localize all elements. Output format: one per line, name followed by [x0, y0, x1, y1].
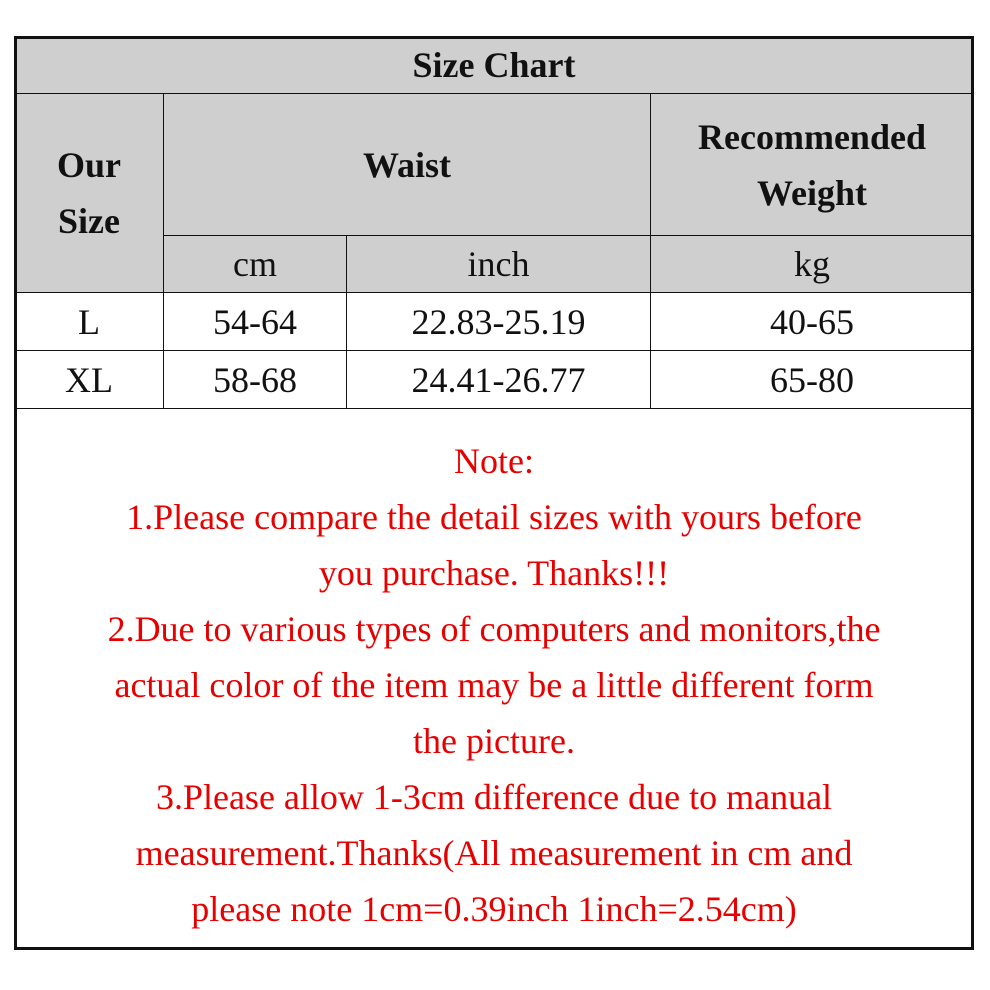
- row-xl-inch: 24.41-26.77: [346, 350, 651, 409]
- header-waist: Waist: [163, 93, 651, 236]
- note-line: 3.Please allow 1-3cm difference due to m…: [155, 777, 833, 817]
- note-line: the picture.: [413, 721, 575, 761]
- row-l-size: L: [14, 292, 164, 351]
- row-xl-cm: 58-68: [163, 350, 347, 409]
- note-line: please note 1cm=0.39inch 1inch=2.54cm): [191, 889, 797, 929]
- note-line: Note:: [454, 441, 534, 481]
- row-xl-kg: 65-80: [650, 350, 974, 409]
- note-box: Note: 1.Please compare the detail sizes …: [14, 408, 974, 950]
- row-l-kg: 40-65: [650, 292, 974, 351]
- row-xl-size: XL: [14, 350, 164, 409]
- note-line: actual color of the item may be a little…: [114, 665, 874, 705]
- note-text: Note: 1.Please compare the detail sizes …: [17, 433, 971, 937]
- row-l-inch: 22.83-25.19: [346, 292, 651, 351]
- header-our-size: Our Size: [14, 93, 164, 293]
- note-line: 1.Please compare the detail sizes with y…: [126, 497, 862, 537]
- subheader-cm: cm: [163, 235, 347, 293]
- subheader-kg: kg: [650, 235, 974, 293]
- note-line: 2.Due to various types of computers and …: [107, 609, 881, 649]
- note-line: you purchase. Thanks!!!: [318, 553, 670, 593]
- row-l-cm: 54-64: [163, 292, 347, 351]
- header-recommended-weight: Recommended Weight: [650, 93, 974, 236]
- note-line: measurement.Thanks(All measurement in cm…: [135, 833, 853, 873]
- chart-title: Size Chart: [14, 36, 974, 94]
- subheader-inch: inch: [346, 235, 651, 293]
